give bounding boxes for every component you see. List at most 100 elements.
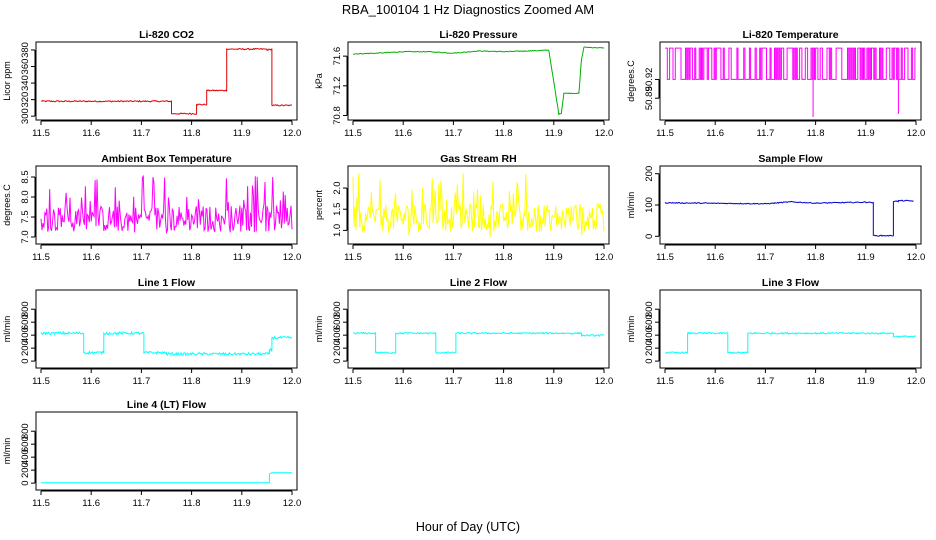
y-tick-label: 400	[20, 327, 31, 343]
x-tick-label: 11.8	[183, 498, 201, 509]
x-tick-label: 11.5	[656, 252, 674, 263]
y-tick-label: 2.0	[332, 181, 343, 194]
x-tick-label: 11.5	[656, 128, 674, 139]
x-tick-label: 11.9	[233, 376, 251, 387]
x-tick-label: 11.6	[82, 498, 100, 509]
x-tick-label: 11.7	[757, 376, 775, 387]
y-tick-label: 800	[332, 301, 343, 317]
panel-9: Line 3 Flow ml/min 11.5 11.6 11.7 11.8 11.9 12.…	[626, 277, 925, 387]
x-tick-label: 11.9	[857, 128, 875, 139]
y-tick-label: 70.8	[332, 106, 343, 125]
x-tick-label: 11.5	[32, 498, 50, 509]
x-tick-label: 11.8	[495, 376, 513, 387]
x-tick-label: 11.6	[394, 128, 412, 139]
y-tick-label: 600	[20, 436, 31, 452]
y-tick-label: 0	[20, 480, 31, 485]
plot-frame	[659, 289, 922, 369]
x-tick-label: 12.0	[283, 128, 302, 139]
y-tick-label: 0	[644, 234, 655, 239]
y-axis-label: kPa	[314, 73, 324, 89]
plot-frame	[35, 165, 298, 245]
x-tick-label: 11.5	[344, 252, 362, 263]
y-tick-label: 0	[332, 358, 343, 363]
y-axis-label: ml/min	[2, 438, 12, 465]
panel-2: Li-820 Pressure kPa 11.5 11.6 11.7 11.8 11.9 12…	[314, 29, 613, 139]
series-line	[665, 47, 916, 80]
y-tick-label: 50.89	[644, 86, 655, 110]
x-tick-label: 11.7	[757, 128, 775, 139]
figure-x-axis-label: Hour of Day (UTC)	[416, 520, 520, 534]
y-tick-label: 380	[20, 42, 31, 58]
x-tick-label: 11.7	[133, 376, 151, 387]
y-tick-label: 0	[20, 358, 31, 363]
panel-4: Ambient Box Temperature degrees.C 11.5 11.6…	[2, 153, 301, 263]
x-tick-label: 11.6	[82, 376, 100, 387]
series-line	[40, 330, 293, 357]
x-tick-label: 11.9	[857, 376, 875, 387]
y-tick-label: 600	[644, 314, 655, 330]
plot-frame	[35, 41, 298, 121]
plot-frame	[347, 289, 610, 369]
plot-frame	[659, 165, 922, 245]
panel-7: Line 1 Flow ml/min 11.5 11.6 11.7 11.8 11.9 12.…	[2, 277, 301, 387]
x-tick-label: 11.9	[545, 376, 563, 387]
panel-title: Li-820 Temperature	[742, 29, 838, 41]
x-tick-label: 11.8	[495, 128, 513, 139]
panel-title: Li-820 Pressure	[439, 29, 517, 41]
x-tick-label: 11.7	[133, 128, 151, 139]
panel-6: Sample Flow ml/min 11.5 11.6 11.7 11.8 11.9 12.…	[626, 153, 925, 263]
x-tick-label: 11.5	[32, 376, 50, 387]
figure-title: RBA_100104 1 Hz Diagnostics Zoomed AM	[342, 2, 594, 17]
panel-title: Ambient Box Temperature	[101, 153, 232, 165]
x-tick-label: 11.5	[344, 376, 362, 387]
y-tick-label: 340	[20, 75, 31, 91]
x-tick-label: 11.7	[757, 252, 775, 263]
y-axis-label: degrees.C	[2, 184, 12, 226]
y-tick-label: 7.0	[20, 230, 31, 243]
panel-title: Line 4 (LT) Flow	[127, 399, 207, 411]
x-tick-label: 11.8	[183, 376, 201, 387]
y-tick-label: 300	[20, 108, 31, 124]
x-tick-label: 12.0	[283, 498, 302, 509]
y-axis-label: Licor ppm	[2, 61, 12, 101]
x-tick-label: 11.6	[394, 252, 412, 263]
series-line	[352, 331, 605, 355]
y-axis-label: ml/min	[314, 316, 324, 343]
panel-title: Line 3 Flow	[762, 277, 820, 289]
x-tick-label: 12.0	[907, 376, 926, 387]
y-tick-label: 200	[20, 462, 31, 478]
x-tick-label: 11.8	[183, 252, 201, 263]
panel-title: Sample Flow	[758, 153, 823, 165]
x-tick-label: 11.9	[545, 128, 563, 139]
y-tick-label: 400	[20, 449, 31, 465]
x-tick-label: 11.6	[706, 252, 724, 263]
panel-title: Li-820 CO2	[139, 29, 194, 41]
x-tick-label: 12.0	[907, 128, 926, 139]
x-tick-label: 11.6	[706, 128, 724, 139]
x-tick-label: 12.0	[283, 376, 302, 387]
y-axis-label: percent	[314, 189, 324, 220]
x-tick-label: 11.6	[394, 376, 412, 387]
y-tick-label: 0	[644, 358, 655, 363]
panel-1: Li-820 CO2 Licor ppm 11.5 11.6 11.7 11.8 11.9 1…	[2, 29, 301, 139]
x-tick-label: 11.6	[706, 376, 724, 387]
y-tick-label: 200	[20, 340, 31, 356]
y-tick-label: 800	[644, 301, 655, 317]
y-tick-label: 8.0	[20, 190, 31, 203]
y-tick-label: 600	[332, 314, 343, 330]
series-line	[352, 173, 605, 237]
y-tick-label: 320	[20, 92, 31, 108]
x-tick-label: 12.0	[283, 252, 302, 263]
panel-5: Gas Stream RH percent 11.5 11.6 11.7 11.8 11.9…	[314, 153, 613, 263]
panel-title: Line 2 Flow	[450, 277, 508, 289]
panel-3: Li-820 Temperature degrees.C 11.5 11.6 11.7 1…	[626, 29, 925, 139]
panel-title: Line 1 Flow	[138, 277, 196, 289]
series-line	[664, 331, 917, 355]
plot-frame	[347, 165, 610, 245]
x-tick-label: 11.7	[445, 252, 463, 263]
x-tick-label: 11.8	[183, 128, 201, 139]
y-tick-label: 400	[644, 327, 655, 343]
series-line	[664, 199, 914, 237]
x-tick-label: 11.5	[32, 252, 50, 263]
